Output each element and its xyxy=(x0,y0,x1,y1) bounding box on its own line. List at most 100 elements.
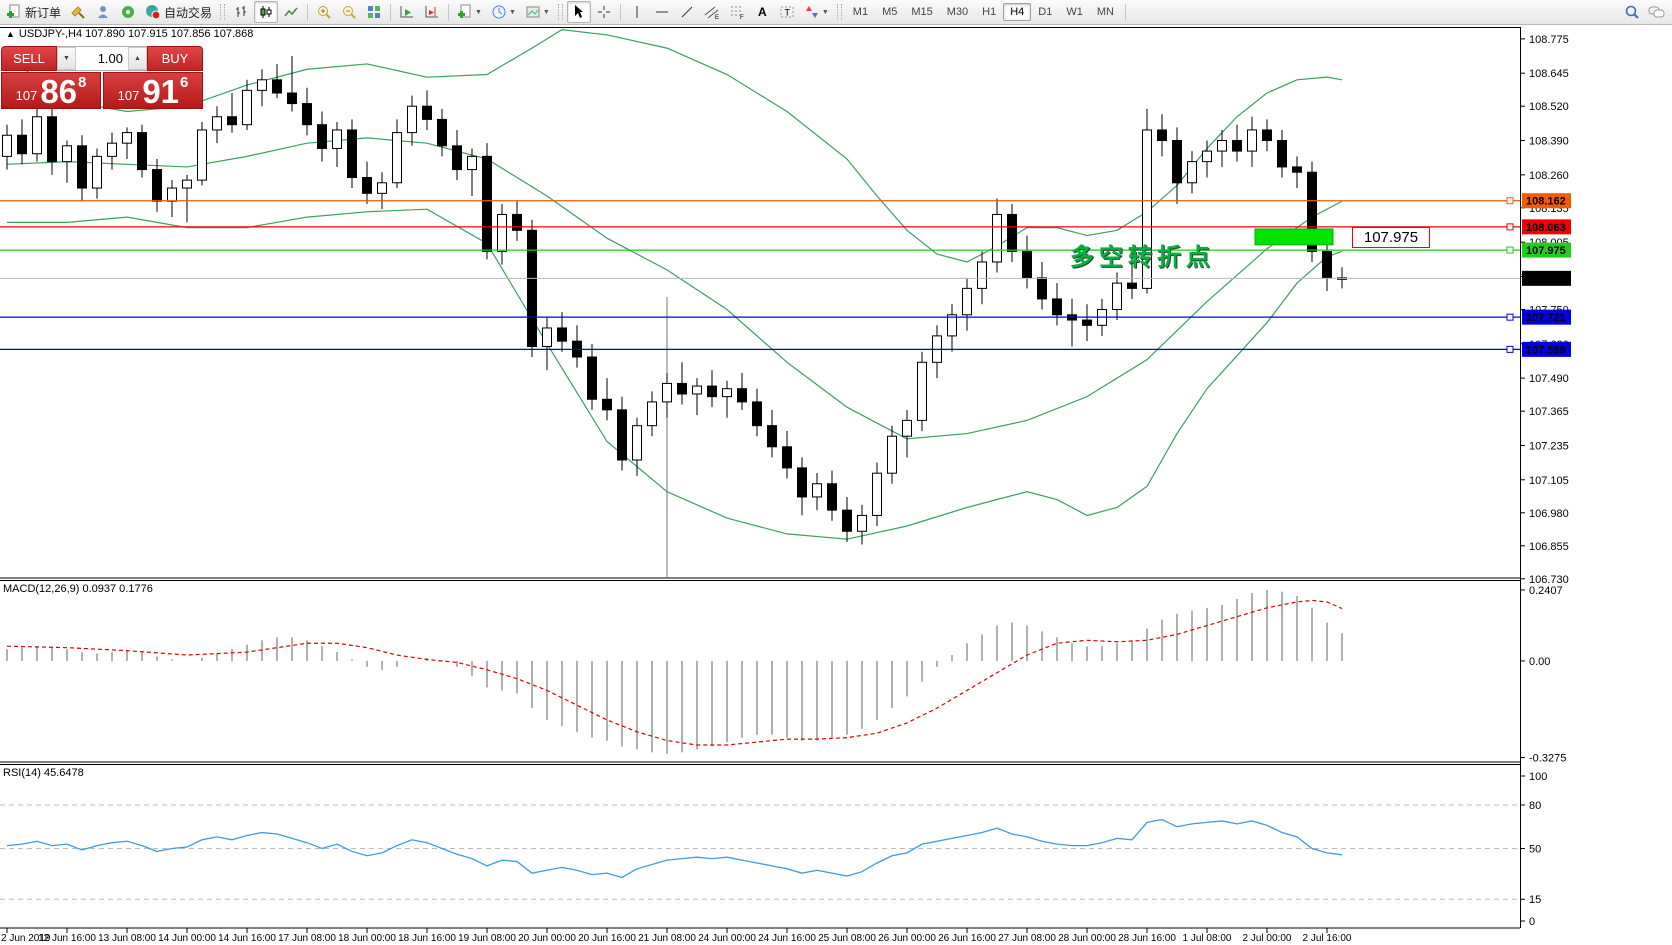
price-callout-label[interactable]: 107.975 xyxy=(1352,227,1430,248)
hline-handle[interactable] xyxy=(1506,345,1514,353)
toolbar-grip[interactable] xyxy=(220,4,226,20)
volume-value[interactable]: 1.00 xyxy=(97,51,123,66)
quick-trade-button[interactable] xyxy=(66,1,90,23)
chinese-annotation[interactable]: 多空转折点 xyxy=(1070,244,1215,271)
toolbar-separator xyxy=(448,3,450,21)
buy-price-tile[interactable]: 107 91 6 xyxy=(103,72,203,109)
timeframe-M15[interactable]: M15 xyxy=(911,6,933,18)
candle-body xyxy=(272,79,282,94)
candle-body xyxy=(542,327,552,347)
macd-indicator-label: MACD(12,26,9) 0.0937 0.1776 xyxy=(3,583,153,595)
candle-body xyxy=(632,425,642,461)
chart-shift-button[interactable] xyxy=(420,1,444,23)
candle-body xyxy=(317,124,327,149)
candle-body xyxy=(1307,171,1317,252)
hline-handle[interactable] xyxy=(1506,313,1514,321)
svg-text:T: T xyxy=(784,8,790,18)
hline-handle[interactable] xyxy=(1506,246,1514,254)
chevron-down-icon: ▼ xyxy=(475,8,482,16)
price-badge xyxy=(1522,341,1571,357)
new-order-button[interactable]: 新订单 xyxy=(2,1,65,23)
candle-body xyxy=(512,213,522,231)
channel-button[interactable]: E xyxy=(700,1,724,23)
timeframe-M30[interactable]: M30 xyxy=(946,6,969,18)
vertical-line-button[interactable] xyxy=(625,1,649,23)
periods-button[interactable]: ▼ xyxy=(487,1,520,23)
zoom-in-button[interactable] xyxy=(312,1,336,23)
search-button[interactable] xyxy=(1620,1,1644,23)
candle-body xyxy=(647,401,657,427)
macd-tick-label: 0.2407 xyxy=(1529,585,1563,597)
candle-body xyxy=(1037,277,1047,300)
timeframe-M1[interactable]: M1 xyxy=(852,6,869,18)
timeframe-H4[interactable]: H4 xyxy=(1003,3,1032,21)
sell-button[interactable]: SELL xyxy=(1,46,57,71)
buy-button[interactable]: BUY xyxy=(147,46,203,71)
candle-body xyxy=(992,213,1002,263)
candle-body xyxy=(167,187,177,202)
price-tick-label: 107.235 xyxy=(1529,440,1569,452)
candle-body xyxy=(1052,298,1062,316)
bar-chart-button[interactable] xyxy=(229,1,253,23)
templates-button[interactable]: ▼ xyxy=(521,1,554,23)
zoom-out-button[interactable] xyxy=(337,1,361,23)
candle-body xyxy=(752,401,762,427)
search-icon xyxy=(1624,4,1640,20)
tile-windows-button[interactable] xyxy=(362,1,386,23)
line-chart-button[interactable] xyxy=(279,1,303,23)
new-order-icon xyxy=(6,4,22,20)
timeframe-D1[interactable]: D1 xyxy=(1038,6,1053,18)
candlestick-chart-button[interactable] xyxy=(254,1,279,23)
volume-increase-button[interactable]: ▲ xyxy=(128,47,147,70)
candle-body xyxy=(2,134,12,157)
candle-body xyxy=(122,132,132,144)
volume-decrease-button[interactable]: ▼ xyxy=(57,47,76,70)
candle-body xyxy=(257,79,267,91)
chat-button[interactable] xyxy=(1644,1,1670,23)
timeframe-W1[interactable]: W1 xyxy=(1066,6,1083,18)
time-axis-label: 26 Jun 16:00 xyxy=(938,933,996,944)
time-axis-label: 21 Jun 08:00 xyxy=(638,933,696,944)
sell-price-tile[interactable]: 107 86 8 xyxy=(1,72,101,109)
text-button[interactable]: A xyxy=(750,1,774,23)
hline-handle[interactable] xyxy=(1506,197,1514,205)
timeframe-M5[interactable]: M5 xyxy=(882,6,898,18)
text-label-button[interactable]: T xyxy=(775,1,799,23)
candle-body xyxy=(32,116,42,155)
zoom-in-icon xyxy=(316,4,332,20)
price-badge-label: 107.975 xyxy=(1526,245,1566,257)
candle-body xyxy=(1202,150,1212,163)
autotrading-button[interactable]: 自动交易 xyxy=(141,1,216,23)
trendline-button[interactable] xyxy=(675,1,699,23)
horizontal-line-button[interactable] xyxy=(650,1,674,23)
timeframe-group: M1 M5 M15 M30 H1 H4 D1 W1 MN xyxy=(846,3,1121,21)
one-click-trading-toggle[interactable]: ▲ xyxy=(6,29,15,39)
macd-tick-label: 0.00 xyxy=(1529,656,1550,668)
toolbar-grip[interactable] xyxy=(836,4,842,20)
strategy-tester-button[interactable] xyxy=(91,1,115,23)
candle-body xyxy=(1232,140,1242,152)
hline-handle[interactable] xyxy=(1506,223,1514,231)
cursor-button[interactable] xyxy=(566,1,591,23)
price-tick-label: 106.730 xyxy=(1529,574,1569,586)
timeframe-MN[interactable]: MN xyxy=(1096,6,1114,18)
candle-body xyxy=(1247,129,1257,152)
hammer-icon xyxy=(70,4,86,20)
candle-body xyxy=(362,176,372,194)
auto-scroll-button[interactable] xyxy=(395,1,419,23)
arrows-button[interactable]: ▼ xyxy=(800,1,833,23)
green-highlight-rect[interactable] xyxy=(1254,228,1334,246)
crosshair-button[interactable] xyxy=(592,1,616,23)
candle-body xyxy=(212,116,222,131)
price-tick-label: 108.520 xyxy=(1529,101,1569,113)
fibonacci-button[interactable]: F xyxy=(725,1,749,23)
rsi-tick-label: 80 xyxy=(1529,800,1541,812)
svg-text:A: A xyxy=(758,5,767,19)
time-axis-label: 24 Jun 16:00 xyxy=(758,933,816,944)
timeframe-H1[interactable]: H1 xyxy=(982,6,997,18)
new-chart-button[interactable]: ▼ xyxy=(453,1,486,23)
toolbar-grip[interactable] xyxy=(557,4,563,20)
signals-button[interactable] xyxy=(116,1,140,23)
candle-body xyxy=(707,385,717,398)
